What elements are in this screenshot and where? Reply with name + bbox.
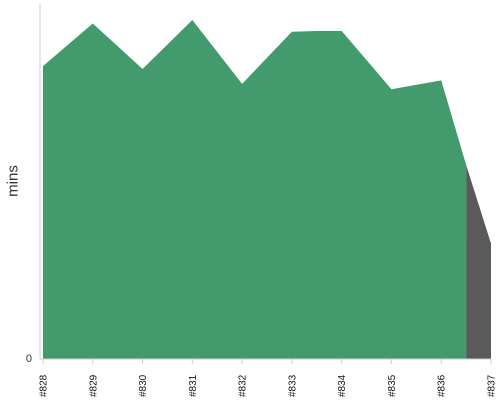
x-tick-label: #829	[88, 374, 99, 397]
area-series-1	[466, 164, 491, 359]
y-axis-title: mins	[4, 165, 22, 197]
x-tick-label: #835	[387, 374, 398, 397]
x-tick-label: #836	[437, 374, 448, 397]
x-axis-ticks: #828 #829 #830 #831 #832 #833 #834 #835 #836 #837	[39, 359, 498, 397]
chart-plot-area	[43, 19, 491, 359]
x-tick-label: #833	[287, 374, 298, 397]
x-tick-label: #831	[188, 374, 199, 397]
x-tick-label: #834	[337, 374, 348, 397]
area-series-0	[43, 19, 467, 359]
x-tick-label: #828	[39, 374, 50, 397]
y-axis-ticks: 0	[26, 353, 32, 365]
x-tick-label: #832	[238, 374, 249, 397]
x-tick-label: #830	[138, 374, 149, 397]
x-tick-label: #837	[487, 374, 498, 397]
y-tick-label: 0	[26, 353, 32, 365]
